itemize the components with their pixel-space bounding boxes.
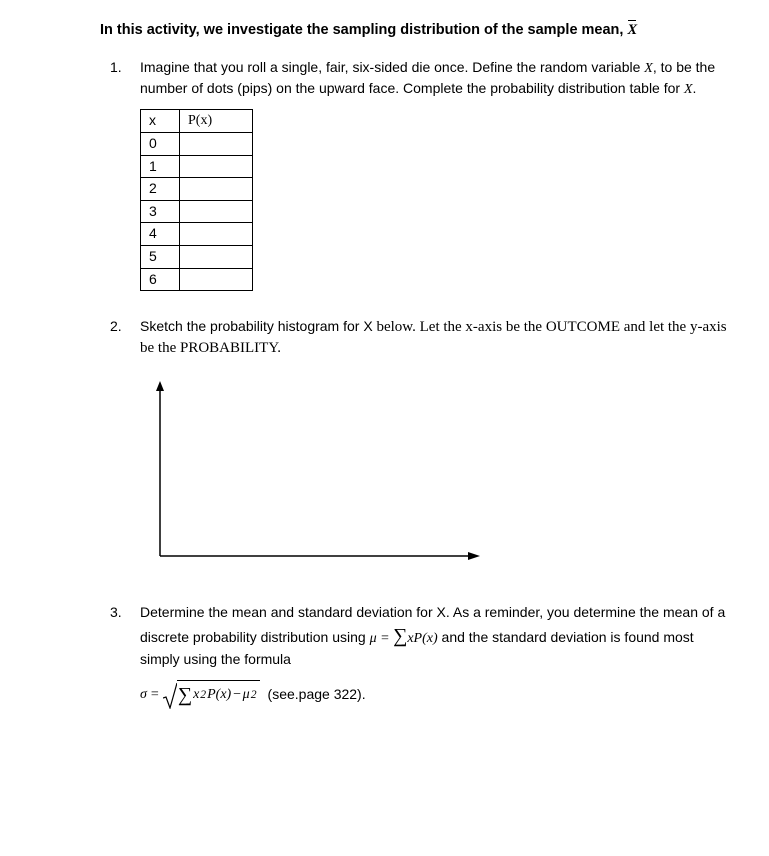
probability-table: x P(x) 0 1 2 3 4 5 6 (140, 109, 253, 291)
q1-var1: X (644, 61, 653, 76)
question-2: Sketch the probability histogram for X b… (110, 317, 729, 577)
radical-icon (163, 681, 177, 709)
cell (180, 178, 253, 201)
q2-text: Sketch the probability histogram for X b… (140, 317, 729, 359)
inner1: xP(x) (407, 631, 437, 646)
minus: − (232, 685, 241, 705)
q1-text: Imagine that you roll a single, fair, si… (140, 58, 729, 99)
cell: 6 (141, 268, 180, 291)
question-1: Imagine that you roll a single, fair, si… (110, 58, 729, 291)
question-3: Determine the mean and standard deviatio… (110, 603, 729, 709)
sqrt-wrap: ∑ x2 P(x) − μ2 (163, 680, 260, 709)
cell: 3 (141, 200, 180, 223)
q3-text: Determine the mean and standard deviatio… (140, 603, 729, 670)
sigma-symbol: σ (140, 685, 147, 705)
question-list: Imagine that you roll a single, fair, si… (110, 58, 729, 709)
q1-var2: X (684, 82, 693, 97)
table-row: 2 (141, 178, 253, 201)
sigma-formula: σ = ∑ x2 P(x) − μ2 (see.page 322). (140, 680, 729, 709)
cell: 4 (141, 223, 180, 246)
q2-var: X (363, 318, 372, 334)
sup-b: 2 (251, 687, 257, 703)
eq1: = (377, 631, 393, 646)
cell (180, 268, 253, 291)
cell: 1 (141, 155, 180, 178)
axes-wrap (140, 381, 729, 577)
cell: 2 (141, 178, 180, 201)
x-part: x (193, 685, 199, 705)
table-row: x P(x) (141, 110, 253, 133)
table-row: 1 (141, 155, 253, 178)
sum-symbol: ∑ (393, 625, 407, 647)
cell (180, 155, 253, 178)
q3-p1: Determine the mean and standard deviatio… (140, 604, 437, 620)
cell: 5 (141, 246, 180, 269)
q1-p3: . (693, 80, 697, 96)
table-row: 5 (141, 246, 253, 269)
mu-symbol: μ (370, 631, 377, 646)
sqrt-content: ∑ x2 P(x) − μ2 (177, 680, 260, 709)
cell (180, 246, 253, 269)
suffix: (see.page 322). (268, 685, 366, 705)
x-arrowhead-icon (468, 552, 480, 560)
cell (180, 133, 253, 156)
table-row: 0 (141, 133, 253, 156)
axes-svg (140, 381, 490, 571)
q3-var: X (437, 604, 446, 620)
mu-part: μ (243, 685, 250, 705)
px-part: P(x) (207, 685, 231, 705)
sup-a: 2 (200, 687, 206, 703)
col-header-px: P(x) (180, 110, 253, 133)
table-row: 6 (141, 268, 253, 291)
cell (180, 200, 253, 223)
cell: 0 (141, 133, 180, 156)
sum2-symbol: ∑ (178, 681, 192, 709)
table-row: 3 (141, 200, 253, 223)
q1-p1: Imagine that you roll a single, fair, si… (140, 59, 644, 75)
table-row: 4 (141, 223, 253, 246)
eq2: = (151, 685, 159, 705)
y-arrowhead-icon (156, 381, 164, 391)
xbar-symbol: X (627, 20, 637, 40)
page-title: In this activity, we investigate the sam… (100, 20, 729, 40)
title-prefix: In this activity, we investigate the sam… (100, 22, 627, 38)
col-header-x: x (141, 110, 180, 133)
cell (180, 223, 253, 246)
q2-p1: Sketch the probability histogram for (140, 318, 363, 334)
